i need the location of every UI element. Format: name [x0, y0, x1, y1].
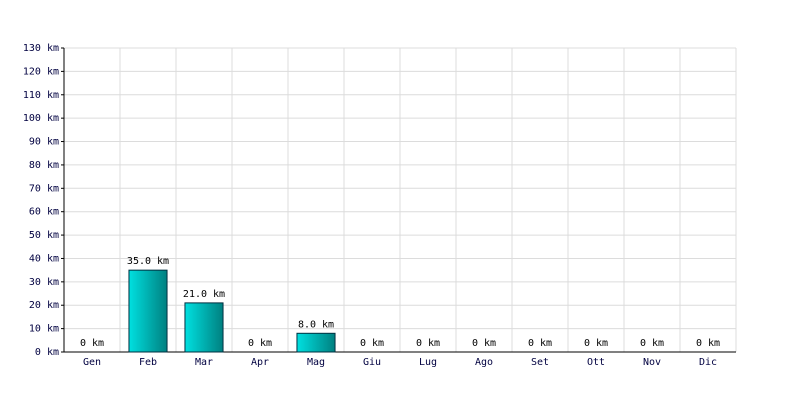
- y-tick-label: 0 km: [35, 347, 59, 358]
- y-tick-label: 50 km: [29, 230, 59, 241]
- y-tick-label: 80 km: [29, 160, 59, 171]
- bar: [184, 302, 224, 353]
- bar: [128, 269, 168, 353]
- value-label: 35.0 km: [127, 256, 169, 267]
- y-tick-label: 130 km: [23, 43, 59, 54]
- y-tick-label: 90 km: [29, 137, 59, 148]
- x-tick-label: Apr: [251, 357, 269, 368]
- x-tick-label: Set: [531, 357, 549, 368]
- value-label: 0 km: [80, 338, 104, 349]
- x-tick-label: Mag: [307, 357, 325, 368]
- y-tick-label: 60 km: [29, 207, 59, 218]
- value-label: 0 km: [248, 338, 272, 349]
- value-label: 8.0 km: [298, 319, 334, 330]
- y-tick-label: 30 km: [29, 277, 59, 288]
- x-tick-label: Dic: [699, 357, 717, 368]
- y-tick-label: 120 km: [23, 66, 59, 77]
- x-tick-label: Giu: [363, 357, 381, 368]
- bar: [296, 332, 336, 353]
- x-tick-label: Ago: [475, 357, 493, 368]
- x-tick-label: Nov: [643, 357, 661, 368]
- x-tick-label: Gen: [83, 357, 101, 368]
- y-tick-label: 40 km: [29, 253, 59, 264]
- y-tick-label: 110 km: [23, 90, 59, 101]
- value-label: 0 km: [360, 338, 384, 349]
- x-tick-label: Lug: [419, 357, 437, 368]
- value-label: 21.0 km: [183, 289, 225, 300]
- value-label: 0 km: [640, 338, 664, 349]
- x-tick-label: Ott: [587, 357, 605, 368]
- value-label: 0 km: [584, 338, 608, 349]
- y-tick-label: 10 km: [29, 324, 59, 335]
- y-tick-label: 70 km: [29, 183, 59, 194]
- x-tick-label: Feb: [139, 357, 157, 368]
- value-label: 0 km: [528, 338, 552, 349]
- x-tick-label: Mar: [195, 357, 213, 368]
- value-label: 0 km: [696, 338, 720, 349]
- y-tick-label: 100 km: [23, 113, 59, 124]
- y-tick-label: 20 km: [29, 300, 59, 311]
- value-label: 0 km: [416, 338, 440, 349]
- value-label: 0 km: [472, 338, 496, 349]
